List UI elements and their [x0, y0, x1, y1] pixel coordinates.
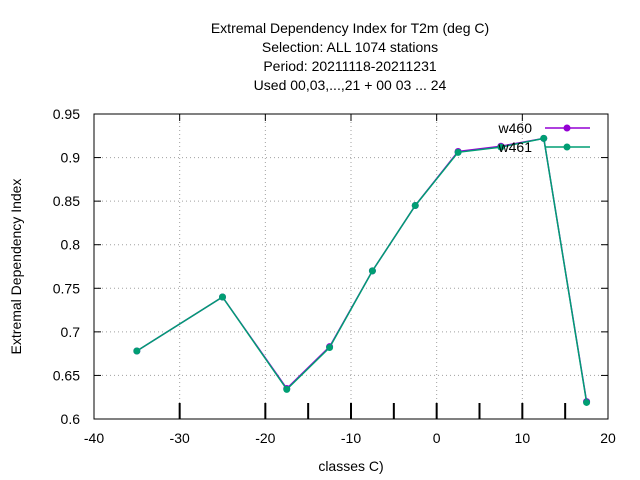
x-tick-label: -40: [84, 430, 104, 446]
series-line-w460: [136, 137, 588, 402]
data-point-w461: [411, 202, 419, 209]
y-tick-label: 0.75: [53, 280, 80, 296]
x-axis-label: classes C): [318, 458, 383, 474]
y-tick-label: 0.8: [61, 237, 81, 253]
legend-marker: [563, 143, 571, 151]
y-tick-label: 0.95: [53, 106, 80, 122]
data-point-w461: [540, 134, 548, 142]
chart-title-line: Used 00,03,...,21 + 00 03 ... 24: [254, 77, 447, 93]
legend-marker: [563, 124, 571, 132]
x-tick-label: -10: [341, 430, 361, 446]
data-point-w461: [219, 293, 226, 301]
x-tick-label: -20: [255, 430, 275, 446]
y-tick-label: 0.9: [61, 150, 81, 166]
x-tick-label: 20: [600, 430, 616, 446]
data-point-w461: [133, 347, 141, 355]
data-point-w461: [368, 267, 376, 275]
x-tick-label: 10: [515, 430, 531, 446]
data-point-w461: [497, 143, 505, 151]
data-point-w461: [283, 385, 291, 393]
legend-label: w461: [498, 139, 533, 155]
y-tick-labels: 0.6 0.65 0.7 0.75 0.8 0.85 0.9 0.95: [53, 106, 80, 427]
bottom-marks: [178, 403, 567, 419]
x-tick-label: -30: [170, 430, 190, 446]
data-point-w461: [454, 148, 462, 156]
y-axis-label: Extremal Dependency Index: [8, 179, 24, 355]
y-tick-label: 0.65: [53, 367, 80, 383]
legend: w460 w461: [498, 120, 590, 155]
legend-label: w460: [498, 120, 533, 136]
y-tick-label: 0.85: [53, 193, 80, 209]
x-tick-label: 0: [433, 430, 441, 446]
grid: [94, 114, 608, 419]
series-line-w461: [136, 137, 588, 403]
data-point-w461: [326, 344, 334, 352]
chart-title-line: Extremal Dependency Index for T2m (deg C…: [211, 20, 489, 36]
x-tick-labels: -40 -30 -20 -10 0 10 20: [84, 430, 616, 446]
chart-title-line: Period: 20211118-20211231: [263, 58, 437, 74]
series: [133, 134, 591, 406]
chart-title-line: Selection: ALL 1074 stations: [262, 39, 438, 55]
y-tick-label: 0.6: [61, 411, 81, 427]
chart-title: Extremal Dependency Index for T2m (deg C…: [211, 20, 489, 93]
y-tick-label: 0.7: [61, 324, 81, 340]
data-point-w461: [583, 398, 591, 406]
